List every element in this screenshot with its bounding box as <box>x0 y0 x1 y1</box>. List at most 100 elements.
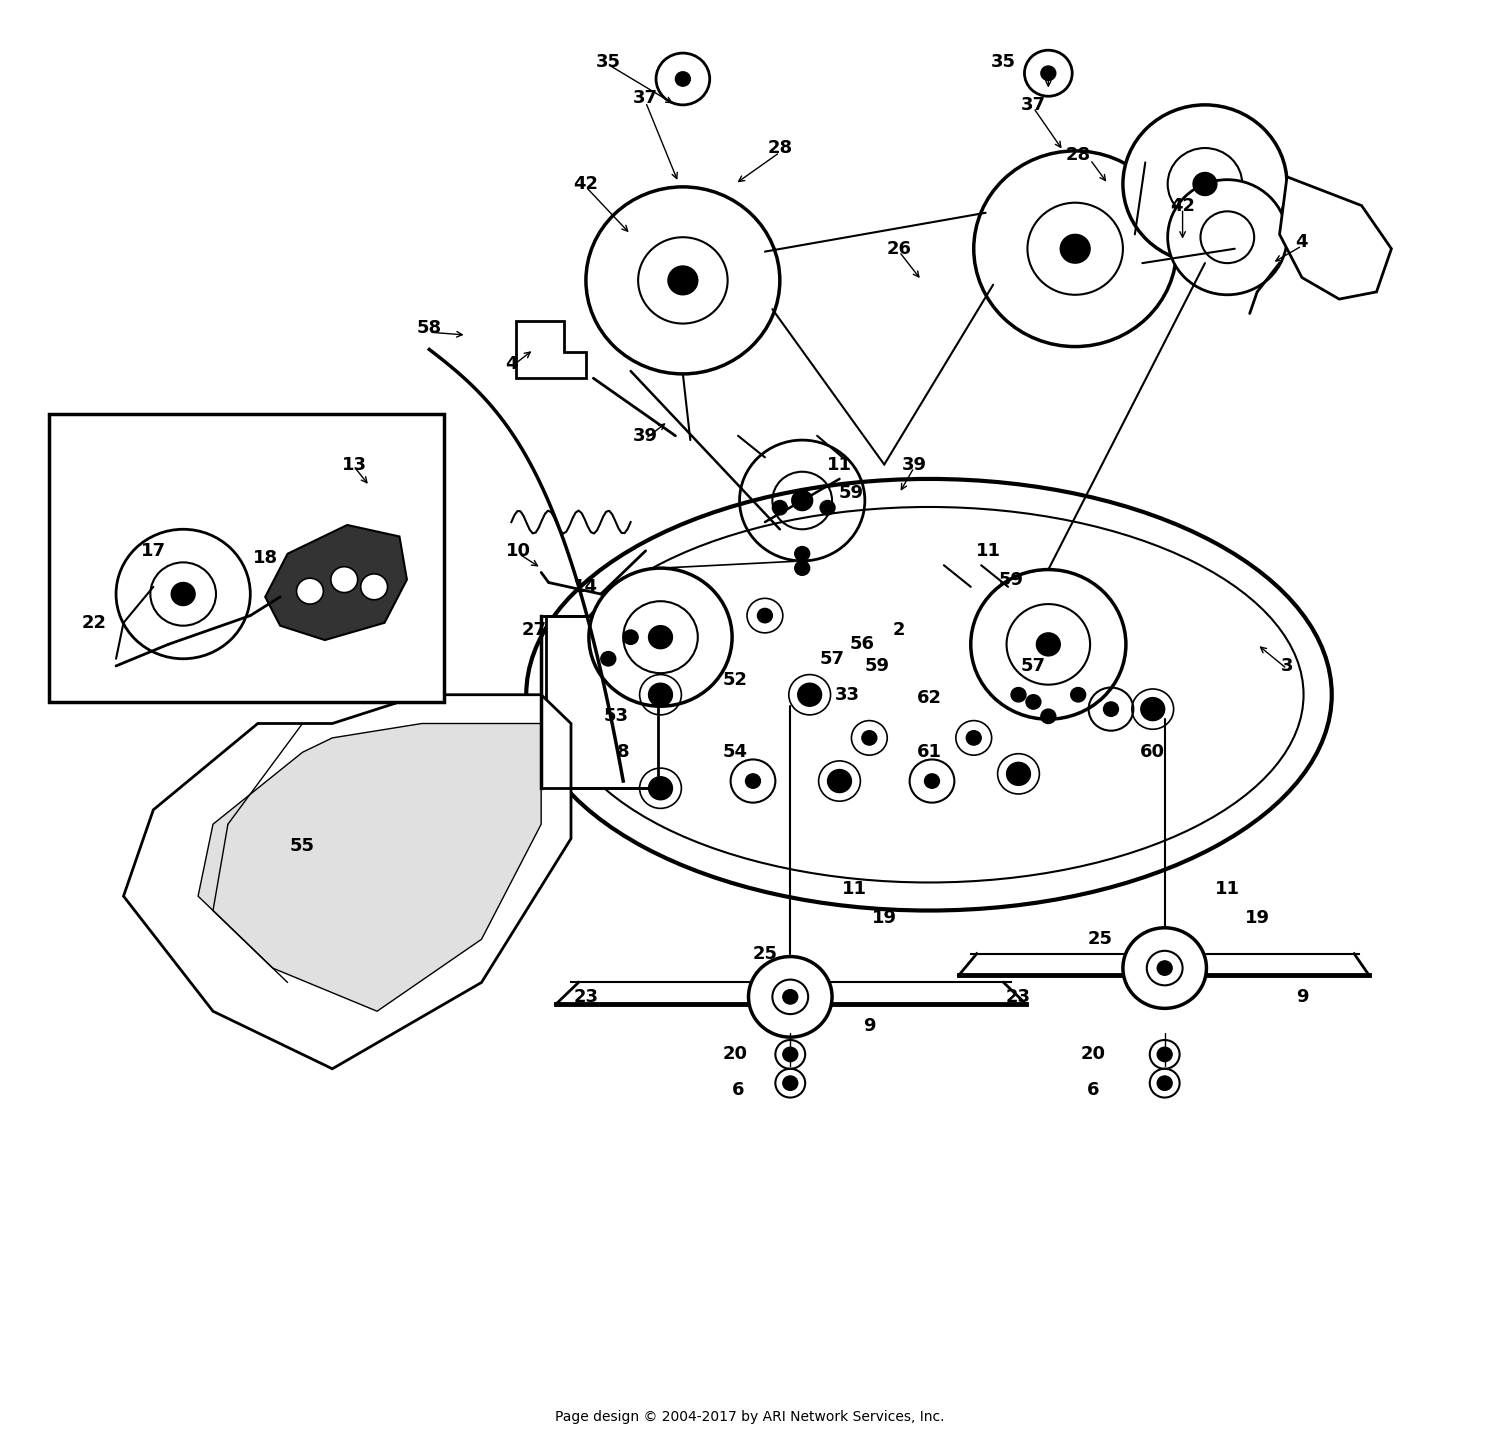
Text: 37: 37 <box>633 88 658 107</box>
Circle shape <box>758 608 772 622</box>
Text: 20: 20 <box>1080 1045 1106 1064</box>
Circle shape <box>1041 67 1056 81</box>
Circle shape <box>648 683 672 706</box>
Text: 59: 59 <box>839 485 864 502</box>
Text: 11: 11 <box>1215 880 1240 899</box>
Text: 59: 59 <box>999 570 1023 589</box>
Circle shape <box>1011 687 1026 702</box>
Circle shape <box>1026 695 1041 709</box>
Text: 42: 42 <box>573 175 598 192</box>
Circle shape <box>1007 763 1031 786</box>
Text: 53: 53 <box>603 708 628 725</box>
Circle shape <box>602 651 615 666</box>
Text: 22: 22 <box>81 614 106 632</box>
Circle shape <box>586 187 780 373</box>
Text: 33: 33 <box>834 686 860 703</box>
Circle shape <box>798 683 822 706</box>
Text: 56: 56 <box>849 635 874 654</box>
Circle shape <box>622 629 638 644</box>
Text: 4: 4 <box>506 355 518 373</box>
Text: 61: 61 <box>916 744 942 761</box>
Circle shape <box>171 583 195 605</box>
Text: 54: 54 <box>723 744 747 761</box>
Circle shape <box>748 956 833 1037</box>
Circle shape <box>675 72 690 87</box>
Circle shape <box>1124 104 1287 263</box>
Text: 42: 42 <box>1170 197 1196 214</box>
Text: 26: 26 <box>886 240 912 258</box>
Circle shape <box>1156 961 1172 975</box>
Text: Page design © 2004-2017 by ARI Network Services, Inc.: Page design © 2004-2017 by ARI Network S… <box>555 1409 945 1424</box>
Circle shape <box>1036 632 1060 655</box>
Circle shape <box>966 731 981 745</box>
Text: 9: 9 <box>862 1017 876 1035</box>
Text: 23: 23 <box>1007 988 1031 1006</box>
Text: 3: 3 <box>1281 657 1293 674</box>
Circle shape <box>970 570 1126 719</box>
Circle shape <box>1041 709 1056 724</box>
Circle shape <box>792 491 813 511</box>
Text: 8: 8 <box>616 744 630 761</box>
Text: 17: 17 <box>141 541 166 560</box>
Circle shape <box>332 567 357 593</box>
Polygon shape <box>198 724 542 1011</box>
Circle shape <box>1142 697 1164 721</box>
Circle shape <box>1124 928 1206 1009</box>
Text: 20: 20 <box>723 1045 747 1064</box>
Text: 4: 4 <box>1296 233 1308 250</box>
Text: 13: 13 <box>342 456 368 473</box>
Text: 35: 35 <box>992 52 1016 71</box>
Circle shape <box>360 574 387 599</box>
Bar <box>50 414 444 702</box>
Text: 62: 62 <box>916 689 942 706</box>
Text: 11: 11 <box>976 541 1000 560</box>
Text: 2: 2 <box>892 621 906 640</box>
Circle shape <box>795 561 810 576</box>
Circle shape <box>746 774 760 789</box>
Text: 59: 59 <box>864 657 889 674</box>
Circle shape <box>1024 51 1072 97</box>
Text: 28: 28 <box>1065 146 1090 164</box>
Text: 25: 25 <box>753 945 777 962</box>
Text: ARI: ARI <box>591 570 909 734</box>
Circle shape <box>1156 1048 1172 1062</box>
Text: 6: 6 <box>1088 1081 1100 1100</box>
Text: 52: 52 <box>723 671 747 689</box>
Text: 57: 57 <box>1022 657 1046 674</box>
Text: 58: 58 <box>417 318 442 337</box>
Text: 57: 57 <box>819 650 844 667</box>
Text: 39: 39 <box>633 427 658 444</box>
Circle shape <box>297 579 324 603</box>
Text: 18: 18 <box>252 548 278 567</box>
Text: 19: 19 <box>1245 909 1269 926</box>
Circle shape <box>821 501 836 515</box>
Circle shape <box>1167 179 1287 295</box>
Circle shape <box>1060 234 1090 263</box>
Text: 35: 35 <box>596 52 621 71</box>
Text: 11: 11 <box>827 456 852 473</box>
Circle shape <box>924 774 939 789</box>
Circle shape <box>795 547 810 561</box>
Text: 23: 23 <box>573 988 598 1006</box>
Circle shape <box>1071 687 1086 702</box>
Text: 25: 25 <box>1088 930 1113 948</box>
Ellipse shape <box>526 479 1332 910</box>
Bar <box>546 615 657 789</box>
Text: 55: 55 <box>290 836 315 855</box>
Polygon shape <box>1280 177 1392 300</box>
Circle shape <box>648 625 672 648</box>
Circle shape <box>1156 1077 1172 1091</box>
Circle shape <box>590 569 732 706</box>
Text: 6: 6 <box>732 1081 744 1100</box>
Circle shape <box>783 1048 798 1062</box>
Text: 60: 60 <box>1140 744 1166 761</box>
Text: 10: 10 <box>507 541 531 560</box>
Circle shape <box>668 266 698 295</box>
Circle shape <box>1104 702 1119 716</box>
Circle shape <box>116 530 251 658</box>
Text: 27: 27 <box>520 621 546 640</box>
Circle shape <box>974 150 1176 347</box>
Text: 9: 9 <box>1296 988 1308 1006</box>
Polygon shape <box>266 525 406 640</box>
Circle shape <box>656 54 710 104</box>
